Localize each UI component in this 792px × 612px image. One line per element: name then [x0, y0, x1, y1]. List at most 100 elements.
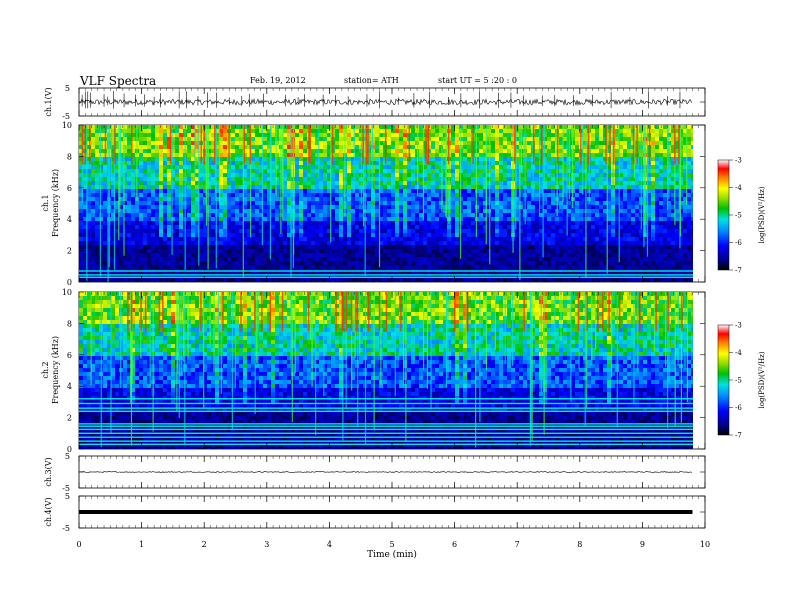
spectrogram-cell	[147, 237, 151, 241]
spectrogram-cell	[155, 233, 159, 237]
spectrogram-cell	[427, 205, 431, 209]
spectrogram-cell	[171, 257, 175, 261]
spectrogram-cell	[235, 137, 239, 141]
spectrogram-cell	[331, 237, 335, 241]
spectrogram-cell	[267, 265, 271, 269]
spectrogram-cell	[191, 217, 195, 221]
spectrogram-cell	[439, 177, 443, 181]
spectrogram-cell	[87, 265, 91, 269]
spectrogram-cell	[523, 257, 527, 261]
spectrogram-cell	[387, 149, 391, 153]
spectrogram-cell	[527, 153, 531, 157]
spectrogram-cell	[275, 237, 279, 241]
spectrogram-cell	[151, 213, 155, 217]
spectrogram-cell	[483, 177, 487, 181]
spectrogram-cell	[443, 233, 447, 237]
spectrogram-cell	[375, 137, 379, 141]
spectrogram-cell	[375, 265, 379, 269]
spectrogram-cell	[387, 205, 391, 209]
spectrogram-cell	[199, 217, 203, 221]
spectrogram-cell	[531, 253, 535, 257]
spectrogram-cell	[223, 165, 227, 169]
spectrogram-cell	[235, 145, 239, 149]
spectrogram-cell	[263, 133, 267, 137]
spectrogram-cell	[375, 181, 379, 185]
spectrogram-cell	[259, 241, 263, 245]
spectrogram-cell	[251, 137, 255, 141]
spectrogram-cell	[327, 177, 331, 181]
spectrogram-cell	[535, 137, 539, 141]
spectrogram-cell	[427, 241, 431, 245]
spectrogram-cell	[171, 241, 175, 245]
spectrogram-cell	[223, 261, 227, 265]
spectrogram-cell	[499, 181, 503, 185]
spectrogram-cell	[259, 193, 263, 197]
spectrogram-cell	[115, 133, 119, 137]
spectrogram-cell	[351, 181, 355, 185]
spectrogram-cell	[487, 181, 491, 185]
spectrogram-cell	[83, 233, 87, 237]
spectrogram-cell	[255, 277, 259, 281]
spectrogram-cell	[391, 165, 395, 169]
spectrogram-cell	[395, 277, 399, 281]
spectrogram-cell	[235, 265, 239, 269]
spectrogram-cell	[259, 201, 263, 205]
spectrogram-cell	[399, 229, 403, 233]
spectrogram-cell	[219, 213, 223, 217]
spectrogram-cell	[303, 177, 307, 181]
spectrogram-cell	[407, 177, 411, 181]
spectrogram-cell	[255, 265, 259, 269]
spectrogram-cell	[327, 237, 331, 241]
spectrogram-cell	[219, 201, 223, 205]
spectrogram-cell	[467, 201, 471, 205]
spectrogram-cell	[431, 161, 435, 165]
spectrogram-cell	[131, 241, 135, 245]
spectrogram-cell	[99, 217, 103, 221]
spectrogram-cell	[267, 229, 271, 233]
spectrogram-cell	[203, 133, 207, 137]
spectrogram-cell	[531, 241, 535, 245]
spectrogram-cell	[247, 265, 251, 269]
spectrogram-cell	[175, 217, 179, 221]
spectrogram-cell	[563, 161, 567, 165]
spectrogram-cell	[267, 225, 271, 229]
spectrogram-cell	[139, 169, 143, 173]
spectrogram-cell	[495, 221, 499, 225]
spectrogram-cell	[151, 265, 155, 269]
spectrogram-cell	[311, 249, 315, 253]
spectrogram-cell	[551, 133, 555, 137]
spectrogram-cell	[407, 241, 411, 245]
spectrogram-cell	[543, 201, 547, 205]
spectrogram-cell	[179, 161, 183, 165]
spectrogram-cell	[271, 145, 275, 149]
spectrogram-cell	[439, 205, 443, 209]
spectrogram-cell	[547, 165, 551, 169]
spectrogram-cell	[435, 177, 439, 181]
spectrogram-cell	[355, 197, 359, 201]
spectrogram-cell	[239, 197, 243, 201]
spectrogram-cell	[79, 257, 83, 261]
spectrogram-cell	[479, 189, 483, 193]
spectrogram-cell	[391, 241, 395, 245]
spectrogram-cell	[231, 145, 235, 149]
spectrogram-cell	[175, 125, 179, 129]
spectrogram-cell	[503, 281, 507, 282]
spectrogram-cell	[535, 169, 539, 173]
spectrogram-cell	[563, 277, 567, 281]
spectrogram-cell	[419, 157, 423, 161]
spectrogram-cell	[239, 257, 243, 261]
spectrogram-cell	[515, 161, 519, 165]
spectrogram-cell	[375, 153, 379, 157]
spectrogram-cell	[135, 237, 139, 241]
spectrogram-cell	[299, 133, 303, 137]
spectrogram-cell	[131, 189, 135, 193]
spectrogram-cell	[323, 145, 327, 149]
spectrogram-cell	[95, 241, 99, 245]
spectrogram-cell	[443, 165, 447, 169]
spectrogram-cell	[167, 177, 171, 181]
spectrogram-cell	[427, 281, 431, 282]
spectrogram-cell	[371, 205, 375, 209]
spectrogram-cell	[171, 189, 175, 193]
spectrogram-cell	[271, 177, 275, 181]
spectrogram-cell	[263, 193, 267, 197]
